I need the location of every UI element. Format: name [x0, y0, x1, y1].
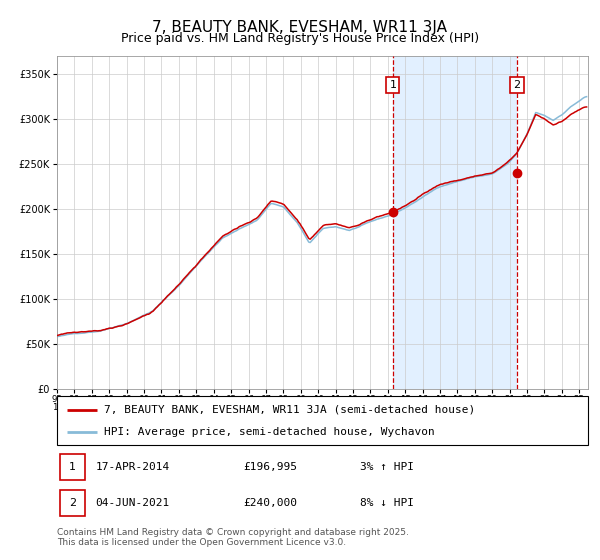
Text: £196,995: £196,995 [243, 462, 297, 472]
Text: 1: 1 [389, 80, 397, 90]
Text: 7, BEAUTY BANK, EVESHAM, WR11 3JA (semi-detached house): 7, BEAUTY BANK, EVESHAM, WR11 3JA (semi-… [104, 405, 475, 414]
Text: 8% ↓ HPI: 8% ↓ HPI [359, 498, 413, 508]
Text: 04-JUN-2021: 04-JUN-2021 [95, 498, 169, 508]
Text: 2: 2 [514, 80, 521, 90]
Text: 2: 2 [69, 498, 76, 508]
Text: 3% ↑ HPI: 3% ↑ HPI [359, 462, 413, 472]
FancyBboxPatch shape [57, 396, 588, 445]
FancyBboxPatch shape [59, 490, 85, 516]
Text: Price paid vs. HM Land Registry's House Price Index (HPI): Price paid vs. HM Land Registry's House … [121, 32, 479, 45]
Text: 17-APR-2014: 17-APR-2014 [95, 462, 169, 472]
Bar [393, 56, 517, 389]
Text: 7, BEAUTY BANK, EVESHAM, WR11 3JA: 7, BEAUTY BANK, EVESHAM, WR11 3JA [152, 20, 448, 35]
Text: 1: 1 [69, 462, 76, 472]
Text: HPI: Average price, semi-detached house, Wychavon: HPI: Average price, semi-detached house,… [104, 427, 434, 437]
Text: £240,000: £240,000 [243, 498, 297, 508]
Text: Contains HM Land Registry data © Crown copyright and database right 2025.
This d: Contains HM Land Registry data © Crown c… [57, 528, 409, 547]
FancyBboxPatch shape [59, 454, 85, 480]
